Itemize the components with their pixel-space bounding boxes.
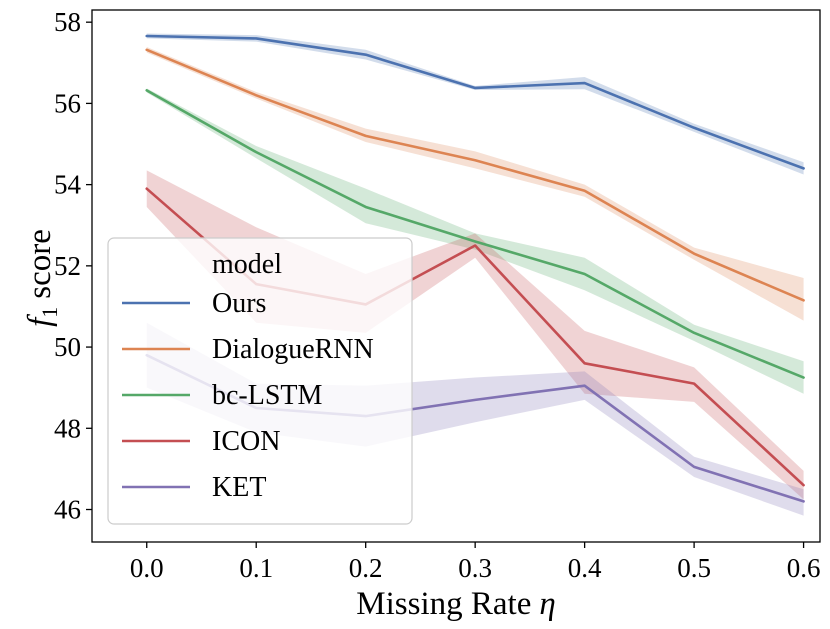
y-tick-label: 50 (54, 332, 81, 362)
x-tick-label: 0.6 (787, 553, 821, 583)
series-line-bc-lstm (145, 89, 805, 379)
y-axis-label-subscript: 1 (37, 307, 62, 318)
legend-label-ours: Ours (212, 288, 266, 319)
band-ket (146, 322, 804, 516)
x-axis: 0.0 0.1 0.2 0.3 0.4 0.5 0.6 (130, 542, 821, 583)
series-line-ours (145, 34, 805, 170)
y-tick-label: 52 (54, 251, 81, 281)
legend-label-dialoguernn: DialogueRNN (212, 334, 374, 365)
y-tick-label: 58 (54, 7, 81, 37)
plot-frame (91, 9, 821, 543)
legend-label-bc-lstm: bc-LSTM (212, 380, 323, 411)
x-axis-label-symbol: η (539, 586, 555, 622)
x-axis-label: Missing Rate η (356, 586, 555, 622)
svg-text:f1score: f1score (22, 229, 62, 327)
x-tick-label: 0.5 (677, 553, 711, 583)
x-tick-label: 0.1 (239, 553, 273, 583)
legend-label-icon: ICON (212, 426, 280, 457)
x-tick-label: 0.2 (349, 553, 383, 583)
legend-label-ket: KET (212, 472, 266, 503)
y-tick-label: 48 (54, 413, 81, 443)
legend-entries: Ours DialogueRNN bc-LSTM ICON KET (122, 288, 374, 503)
x-tick-label: 0.0 (130, 553, 164, 583)
y-axis-label-text: score (22, 229, 58, 299)
legend-title: model (212, 249, 282, 280)
legend-box (107, 237, 413, 525)
x-tick-label: 0.4 (568, 553, 602, 583)
y-tick-label: 54 (54, 170, 82, 200)
x-axis-label-text: Missing Rate (356, 586, 531, 622)
y-tick-label: 56 (54, 88, 81, 118)
legend: model Ours DialogueRNN bc-LSTM ICON KET (107, 237, 413, 525)
y-axis: 46 48 50 52 54 56 58 (54, 7, 92, 525)
x-tick-label: 0.3 (458, 553, 492, 583)
series-line-dialoguernn (145, 48, 805, 302)
y-tick-label: 46 (54, 495, 81, 525)
y-axis-label: f1score (22, 229, 62, 327)
